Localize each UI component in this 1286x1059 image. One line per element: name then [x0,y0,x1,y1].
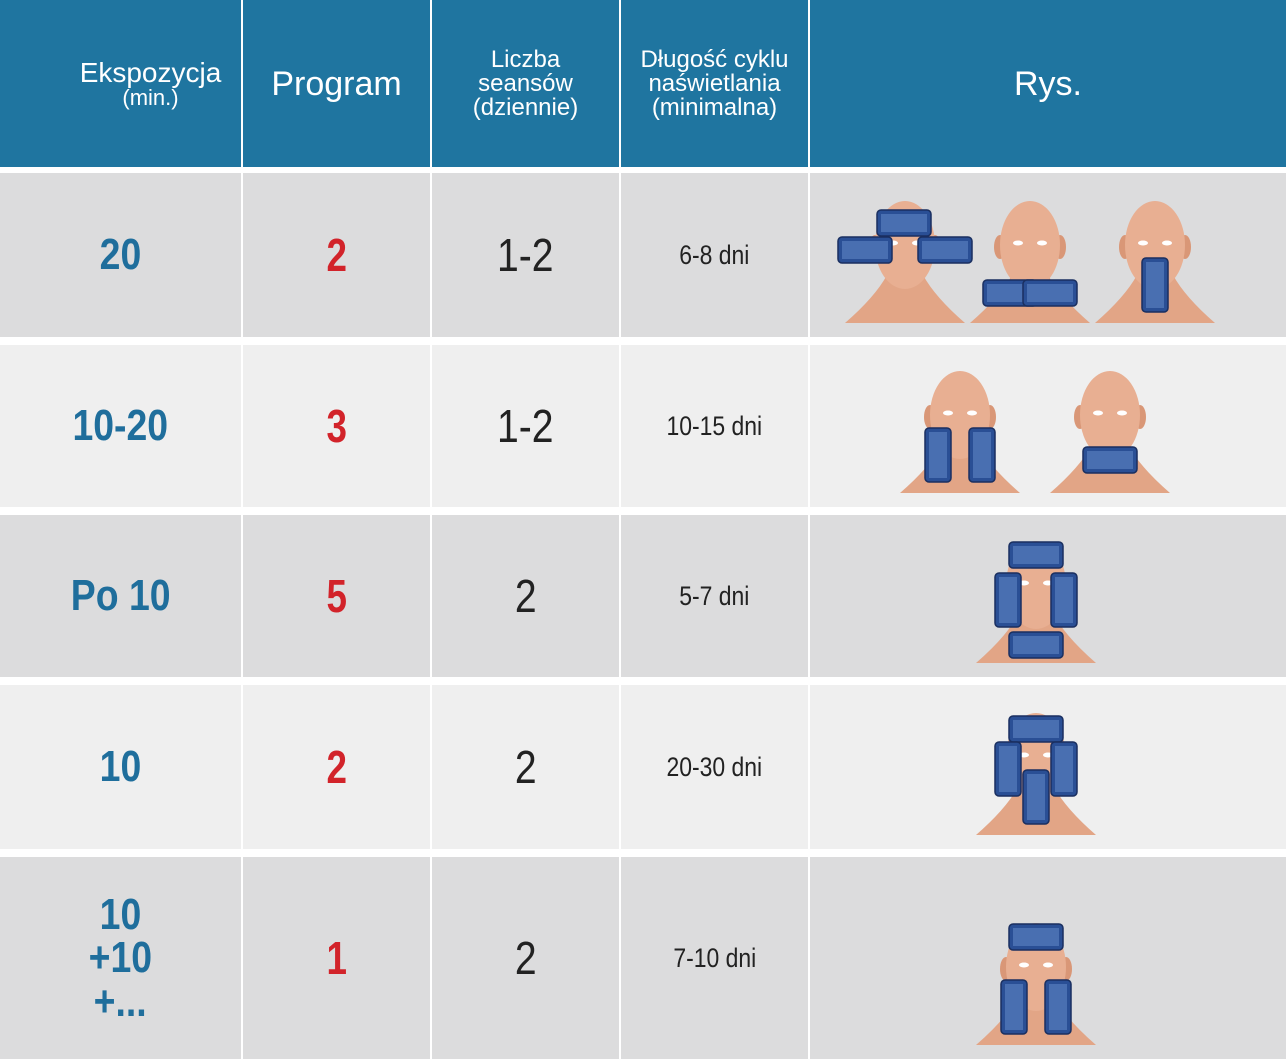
cell-text: 2 [515,573,537,619]
table-cell: 6-8 dni [621,173,808,337]
header-text: Długość cyklu [640,48,788,72]
header-text: naświetlania [648,72,780,96]
header-text: Rys. [1014,67,1082,101]
illustration-part [1043,963,1053,968]
table-cell: 2 [243,685,430,849]
table-cell: 2 [243,173,430,337]
table-cell: 1-2 [432,173,619,337]
table-cell [810,173,1286,337]
table-cell: 2 [432,685,619,849]
table-cell: 5-7 dni [621,515,808,677]
cell-text: 2 [326,744,346,790]
table-cell: 3 [243,345,430,507]
table-cell: 5 [243,515,430,677]
header-text: (min.) [122,87,178,109]
table-cell: 10-15 dni [621,345,808,507]
illustration-part [1019,963,1029,968]
illustration [810,515,1286,677]
table-cell: 10+10+... [0,857,241,1059]
illustration-part [1162,241,1172,246]
cell-text: 10-15 dni [667,413,763,440]
table-cell [810,345,1286,507]
header-text: seansów [478,72,573,96]
header-text: Ekspozycja [80,59,222,87]
cell-text: 7-10 dni [673,945,756,972]
cell-text: 3 [326,403,346,449]
illustration-part [999,577,1017,623]
illustration-part [973,432,991,478]
cell-text: 5-7 dni [679,583,749,610]
cell-text: 5 [326,573,346,619]
illustration-part [1087,451,1133,469]
table-cell: 10 [0,685,241,849]
illustration-part [1117,411,1127,416]
table-cell: 10-20 [0,345,241,507]
cell-text: 2 [515,744,537,790]
illustration-part [1027,774,1045,820]
illustration-part [1055,746,1073,792]
table-cell: 2 [432,515,619,677]
illustration-part [999,746,1017,792]
table-cell: 2 [432,857,619,1059]
cell-text: 2 [326,232,346,278]
illustration-part [1013,241,1023,246]
illustration-part [1013,928,1059,946]
table-cell: 20 [0,173,241,337]
cell-text: 10 [100,893,142,936]
illustration-part [842,241,888,259]
illustration-part [1049,984,1067,1030]
cell-text: 1-2 [497,403,554,449]
illustration-part [1055,577,1073,623]
header-cell: Ekspozycja(min.) [0,0,241,167]
cell-text: Po 10 [71,574,171,617]
illustration-part [1013,546,1059,564]
illustration-part [929,432,947,478]
header-text: (minimalna) [652,96,777,120]
illustration [810,345,1286,507]
cell-text: 20-30 dni [667,754,763,781]
cell-text: +10 [89,936,152,979]
illustration-part [967,411,977,416]
illustration-part [1013,720,1059,738]
illustration-part [1138,241,1148,246]
table-cell [810,857,1286,1059]
illustration-part [943,411,953,416]
cell-text: 10 [100,745,142,788]
header-text: Liczba [491,48,560,72]
cell-text: 1-2 [497,232,554,278]
cell-text: 20 [100,233,142,276]
illustration-part [1080,371,1140,459]
cell-text: +... [94,980,147,1023]
table-cell: 7-10 dni [621,857,808,1059]
illustration [810,857,1286,1059]
illustration-part [922,241,968,259]
page: 13 Ekspozycja(min.)ProgramLiczbaseansów(… [0,0,1286,1059]
header-cell: Rys. [810,0,1286,167]
header-text: (dziennie) [473,96,578,120]
table-cell: 1 [243,857,430,1059]
cell-text: 6-8 dni [679,242,749,269]
table-cell [810,515,1286,677]
illustration-part [1146,262,1164,308]
illustration [810,685,1286,849]
illustration-part [1093,411,1103,416]
illustration-part [1027,284,1073,302]
illustration-part [1013,636,1059,654]
header-cell: Program [243,0,430,167]
cell-text: 2 [515,935,537,981]
illustration-part [1000,201,1060,289]
illustration-part [881,214,927,232]
illustration [810,173,1286,337]
illustration-part [1005,984,1023,1030]
illustration-part [1037,241,1047,246]
header-text: Program [271,67,401,101]
table-cell: 20-30 dni [621,685,808,849]
cell-text: 10-20 [73,404,169,447]
table-cell [810,685,1286,849]
table-cell: Po 10 [0,515,241,677]
cell-text: 1 [326,935,346,981]
table-cell: 1-2 [432,345,619,507]
